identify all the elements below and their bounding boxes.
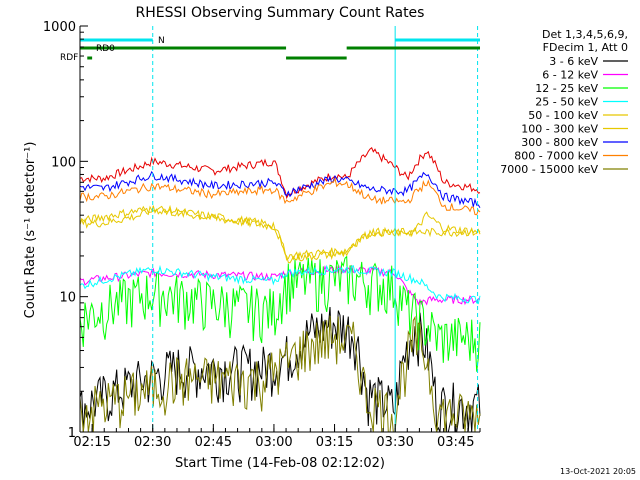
series-line-4	[79, 205, 481, 261]
x-tick-label-5: 03:30	[376, 435, 413, 450]
legend-header-1: FDecim 1, Att 0	[543, 41, 628, 54]
legend-header-0: Det 1,3,4,5,6,9,	[542, 28, 628, 41]
y-tick-label-3: 1000	[43, 20, 76, 35]
x-tick-label-2: 02:45	[195, 435, 232, 450]
plot-area: N RD0 RDF	[60, 26, 481, 433]
x-axis-label: Start Time (14-Feb-08 02:12:02)	[175, 456, 385, 471]
legend-label-4: 50 - 100 keV	[528, 109, 598, 122]
footer-timestamp: 13-Oct-2021 20:05	[560, 467, 636, 476]
legend: Det 1,3,4,5,6,9,FDecim 1, Att 03 - 6 keV…	[500, 28, 628, 176]
flag-label-2: RDF	[60, 53, 78, 63]
flag-label-0: N	[158, 36, 165, 46]
chart-title: RHESSI Observing Summary Count Rates	[136, 5, 425, 21]
x-tick-label-0: 02:15	[73, 435, 110, 450]
legend-label-2: 12 - 25 keV	[535, 82, 598, 95]
axes: 1 10 100 1000 02:15 02:30 02:45 03:00 03:15 03:30…	[43, 20, 481, 450]
series-line-1	[79, 264, 481, 306]
series-line-8	[79, 315, 481, 433]
legend-label-7: 800 - 7000 keV	[514, 150, 598, 163]
series-line-7	[79, 177, 481, 216]
legend-label-0: 3 - 6 keV	[549, 55, 598, 68]
series-line-6	[79, 170, 481, 209]
legend-label-6: 300 - 800 keV	[521, 136, 598, 149]
y-axis-label: Count Rate (s⁻¹ detector⁻¹)	[23, 142, 38, 319]
series-line-extra-0	[79, 147, 481, 200]
legend-label-1: 6 - 12 keV	[542, 69, 598, 82]
legend-label-3: 25 - 50 keV	[535, 96, 598, 109]
series-line-3	[79, 264, 481, 305]
x-tick-label-1: 02:30	[134, 435, 171, 450]
series-line-5	[79, 204, 481, 264]
legend-label-8: 7000 - 15000 keV	[500, 163, 598, 176]
y-tick-label-0: 1	[68, 426, 76, 441]
y-tick-label-1: 10	[59, 291, 76, 306]
x-tick-label-6: 03:45	[437, 435, 474, 450]
flag-label-1: RD0	[96, 44, 115, 54]
x-tick-label-4: 03:15	[316, 435, 353, 450]
x-tick-label-3: 03:00	[255, 435, 292, 450]
legend-label-5: 100 - 300 keV	[521, 123, 598, 136]
series-line-2	[79, 255, 481, 372]
y-tick-label-2: 100	[51, 155, 76, 170]
